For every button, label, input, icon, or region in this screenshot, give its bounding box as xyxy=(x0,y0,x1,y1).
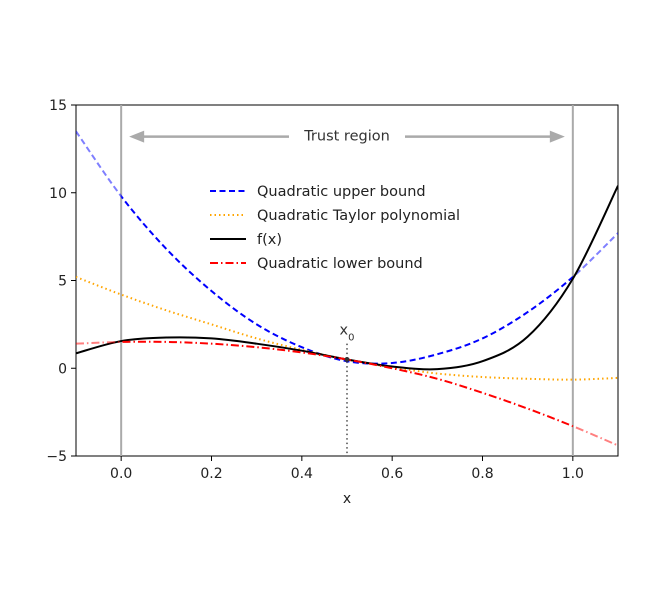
x-tick-label: 0.6 xyxy=(381,466,403,482)
legend-label: Quadratic upper bound xyxy=(257,184,426,200)
x-tick-label: 0.4 xyxy=(291,466,313,482)
y-tick-label: 10 xyxy=(49,186,67,202)
x-tick-label: 0.8 xyxy=(471,466,493,482)
legend: Quadratic upper bound Quadratic Taylor po… xyxy=(210,184,460,272)
legend-label: f(x) xyxy=(257,232,282,248)
x-axis-label: x xyxy=(343,491,351,507)
x0-label-subscript: 0 xyxy=(348,332,354,343)
legend-label: Quadratic Taylor polynomial xyxy=(257,208,460,224)
x-tick-label: 0.2 xyxy=(200,466,222,482)
y-tick-label: 15 xyxy=(49,98,67,114)
y-tick-label: −5 xyxy=(46,449,67,465)
legend-label: Quadratic lower bound xyxy=(257,256,423,272)
y-tick-label: 0 xyxy=(58,361,67,377)
trust-arrowhead-left xyxy=(129,130,145,143)
plot-area xyxy=(76,105,618,456)
series-line-f-x xyxy=(76,185,618,371)
x0-label: x0 xyxy=(340,323,355,344)
trust-arrowhead-right xyxy=(549,130,565,143)
axis-ticks: 0.0 0.2 0.4 0.6 0.8 1.0 −5 0 5 10 15 xyxy=(46,98,584,482)
x-tick-label: 1.0 xyxy=(562,466,584,482)
trust-region-annotation: Trust region xyxy=(129,129,565,145)
x-tick-label: 0.0 xyxy=(110,466,132,482)
x0-label-letter: x xyxy=(340,323,349,339)
trust-region-label: Trust region xyxy=(303,129,390,145)
x0-point xyxy=(344,356,350,362)
y-tick-label: 5 xyxy=(58,274,67,290)
